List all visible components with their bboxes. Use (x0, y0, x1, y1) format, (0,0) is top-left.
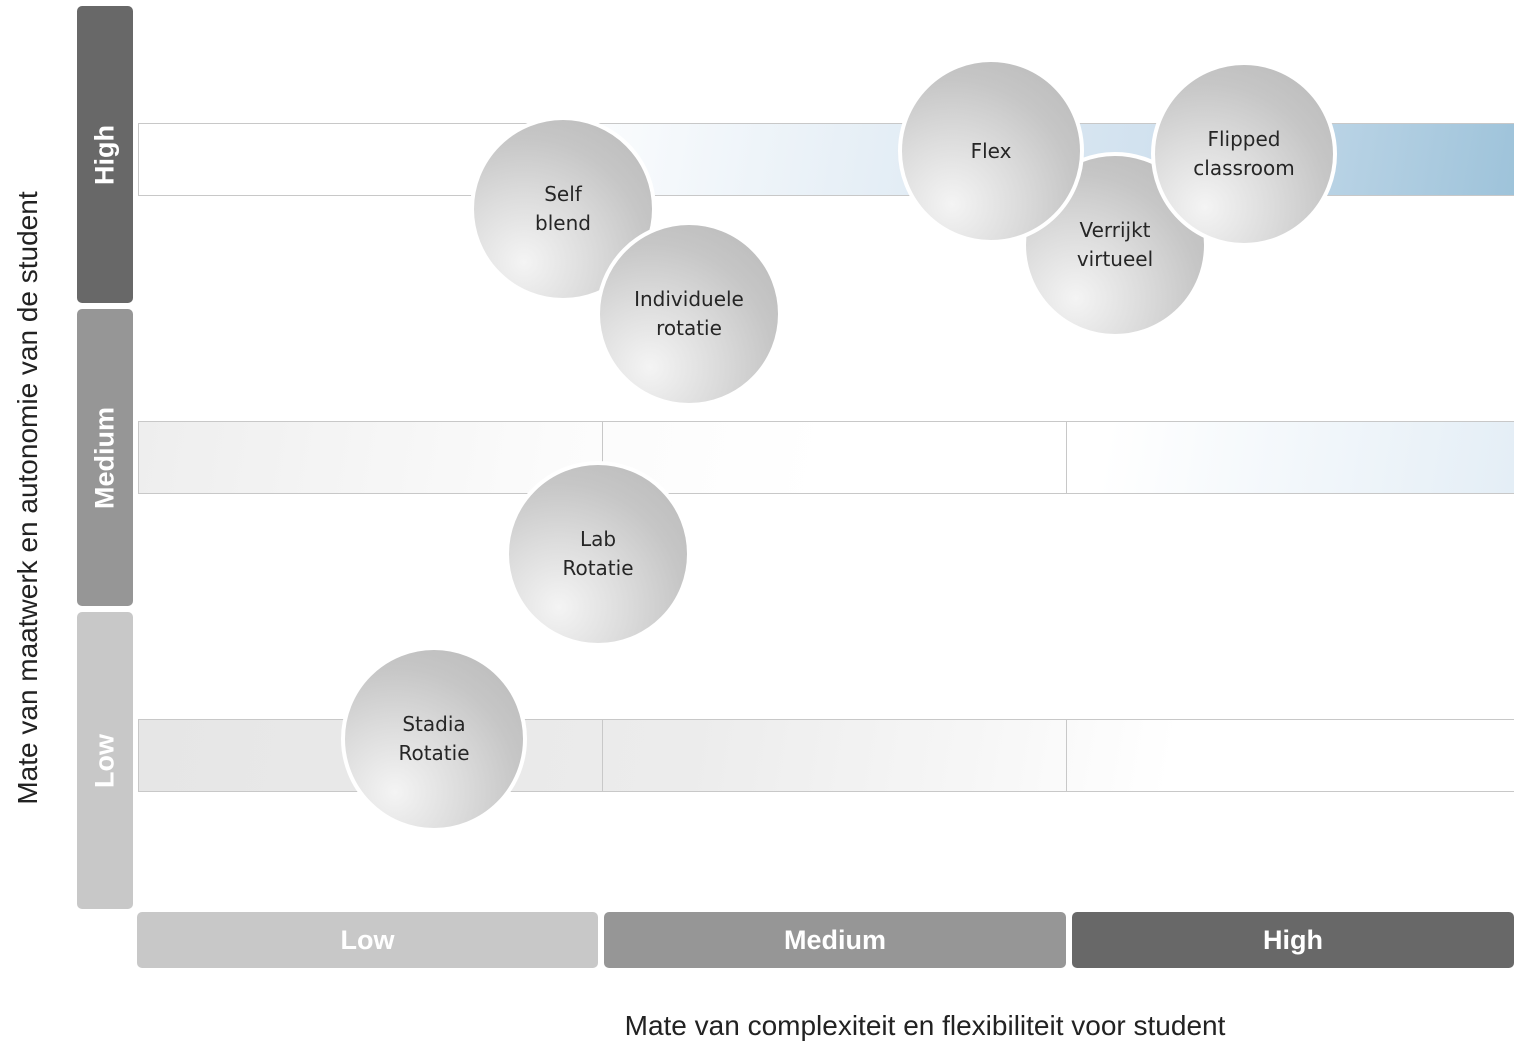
bubble-flex-label: Flex (970, 138, 1012, 163)
bubble-individuele-rotatie-label: Individuele rotatie (634, 287, 744, 340)
y-level-high: High (77, 6, 133, 303)
bubble-stadia-rotatie: Stadia Rotatie (341, 646, 527, 832)
x-axis-title: Mate van complexiteit en flexibiliteit v… (624, 1010, 1226, 1041)
band-medium-divider-1 (602, 421, 603, 494)
x-level-low: Low (137, 912, 598, 968)
bubble-verrijkt-virtueel-label: Verrijkt virtueel (1076, 218, 1154, 271)
band-medium-divider-2 (1066, 421, 1067, 494)
y-level-high-label: High (89, 124, 120, 185)
x-level-high: High (1072, 912, 1514, 968)
bubble-lab-rotatie: Lab Rotatie (505, 461, 691, 647)
bubble-lab-rotatie-label: Lab Rotatie (562, 527, 634, 580)
y-level-medium: Medium (77, 309, 133, 606)
y-axis-title: Mate van maatwerk en autonomie van de st… (12, 191, 43, 805)
band-low-divider-1 (602, 719, 603, 792)
bubble-stadia-rotatie-label: Stadia Rotatie (398, 712, 470, 765)
bubble-flipped-classroom: Flipped classroom (1151, 61, 1337, 247)
bubble-individuele-rotatie: Individuele rotatie (596, 221, 782, 407)
y-level-medium-label: Medium (89, 406, 120, 509)
bubble-flex: Flex (898, 58, 1084, 244)
bubble-flipped-classroom-label: Flipped classroom (1193, 127, 1295, 180)
band-medium (138, 421, 1514, 494)
y-level-low-label: Low (89, 733, 120, 788)
bubble-self-blend-label: Self blend (535, 182, 591, 235)
x-level-medium: Medium (604, 912, 1066, 968)
y-level-low: Low (77, 612, 133, 909)
band-low-divider-2 (1066, 719, 1067, 792)
